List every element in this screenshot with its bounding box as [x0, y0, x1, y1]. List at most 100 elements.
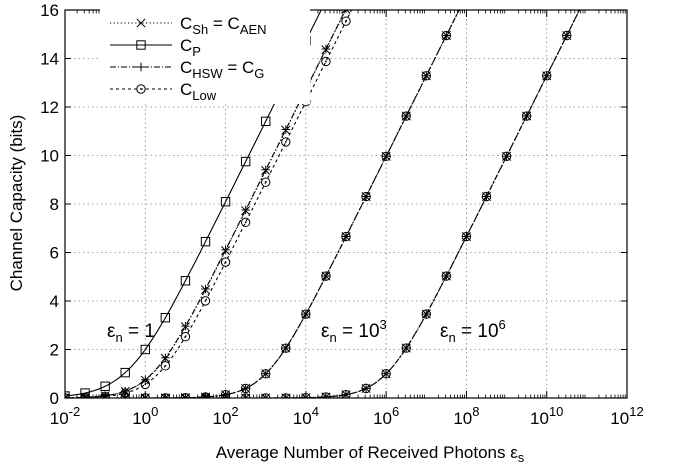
circle-marker-dot	[325, 60, 327, 63]
circle-marker	[321, 271, 331, 281]
series-line-c-hsw-c-g	[65, 10, 460, 398]
circle-marker	[281, 137, 291, 147]
plus-marker	[241, 205, 250, 215]
legend-box	[100, 3, 310, 104]
circle-marker-dot	[465, 235, 468, 238]
circle-marker-dot	[345, 393, 347, 396]
circle-marker	[321, 56, 331, 67]
circle-marker-dot	[365, 195, 367, 198]
series-line-c-hsw-c-g	[65, 10, 581, 398]
plus-marker	[181, 321, 190, 331]
circle-marker-dot	[304, 313, 307, 316]
circle-marker	[461, 231, 472, 242]
x-axis-label: Average Number of Received Photons εs	[216, 443, 525, 465]
circle-marker-dot	[365, 387, 367, 390]
plus-marker	[281, 125, 290, 134]
circle-marker	[381, 369, 391, 379]
circle-marker-dot	[164, 364, 167, 367]
legend-label: CHSW = CG	[180, 58, 264, 81]
y-tick-label: 12	[40, 98, 59, 117]
square-marker	[261, 116, 271, 127]
legend-label: CSh = CAEN	[180, 14, 267, 37]
plus-marker	[136, 62, 146, 72]
square-marker	[140, 344, 150, 355]
circle-marker-dot	[325, 396, 327, 398]
circle-marker	[381, 151, 391, 162]
square-marker	[220, 197, 231, 207]
circle-marker-dot	[345, 20, 347, 23]
circle-marker	[542, 71, 552, 81]
circle-marker	[501, 151, 512, 161]
plus-marker	[201, 284, 210, 294]
x-tick-label: 108	[453, 404, 479, 428]
circle-marker-dot	[104, 395, 107, 398]
x-axis-label-main: Average Number of Received Photons ε	[216, 443, 519, 462]
x-tick-label: 104	[293, 404, 319, 428]
x-tick-label: 102	[212, 404, 238, 428]
circle-marker-dot	[445, 34, 448, 37]
circle-marker	[301, 309, 311, 319]
series-line-c-low	[65, 10, 460, 398]
circle-marker	[361, 191, 371, 202]
square-marker	[240, 156, 251, 167]
x-marker	[136, 18, 146, 28]
circle-marker-dot	[204, 299, 207, 302]
circle-marker	[220, 257, 231, 267]
plus-marker	[80, 393, 90, 398]
circle-marker	[240, 383, 251, 394]
circle-marker-dot	[485, 195, 488, 198]
circle-marker-dot	[525, 115, 528, 117]
circle-marker	[401, 343, 411, 353]
square-marker	[160, 313, 171, 323]
legend-label: CLow	[180, 80, 217, 103]
square-marker	[100, 381, 110, 391]
x-tick-label: 1012	[610, 404, 643, 428]
square-marker	[180, 276, 191, 286]
circle-marker-dot	[405, 347, 408, 350]
circle-marker-dot	[264, 181, 267, 184]
x-marker	[341, 10, 351, 14]
circle-marker-dot	[385, 155, 388, 158]
circle-marker-dot	[224, 261, 227, 264]
square-marker	[120, 367, 130, 378]
circle-marker-dot	[284, 347, 287, 350]
circle-marker	[421, 309, 431, 319]
circle-marker-dot	[425, 313, 428, 316]
circle-marker	[160, 361, 171, 371]
x-tick-label: 100	[132, 404, 158, 428]
circle-marker	[281, 343, 291, 353]
circle-marker-dot	[445, 275, 448, 277]
y-tick-label: 14	[40, 50, 59, 69]
circle-marker	[441, 271, 452, 281]
circle-marker-dot	[505, 155, 508, 158]
x-tick-label: 1010	[530, 404, 563, 428]
x-tick-label: 10-2	[50, 404, 80, 428]
noise-level-annotation: εn = 103	[321, 317, 387, 345]
noise-level-annotation: εn = 1	[107, 321, 155, 345]
y-tick-label: 4	[50, 292, 59, 311]
plus-marker	[161, 393, 170, 398]
plus-marker	[261, 165, 270, 174]
circle-marker	[421, 71, 431, 81]
circle-marker	[521, 111, 532, 121]
circle-marker	[261, 369, 271, 379]
circle-marker	[361, 383, 371, 394]
y-tick-label: 2	[50, 341, 59, 360]
plus-marker	[345, 10, 347, 13]
circle-marker	[481, 191, 492, 202]
x-tick-label: 106	[373, 404, 399, 428]
circle-marker	[562, 30, 572, 41]
plus-marker	[181, 393, 190, 398]
circle-marker-dot	[345, 235, 347, 238]
circle-marker-dot	[565, 34, 568, 37]
circle-marker-dot	[140, 88, 142, 90]
y-tick-label: 6	[50, 244, 59, 263]
circle-marker	[200, 296, 211, 306]
circle-marker-dot	[325, 275, 327, 278]
circle-marker	[341, 231, 351, 242]
legend-label: CP	[180, 36, 201, 59]
circle-marker	[140, 379, 150, 390]
circle-marker-dot	[144, 383, 147, 386]
